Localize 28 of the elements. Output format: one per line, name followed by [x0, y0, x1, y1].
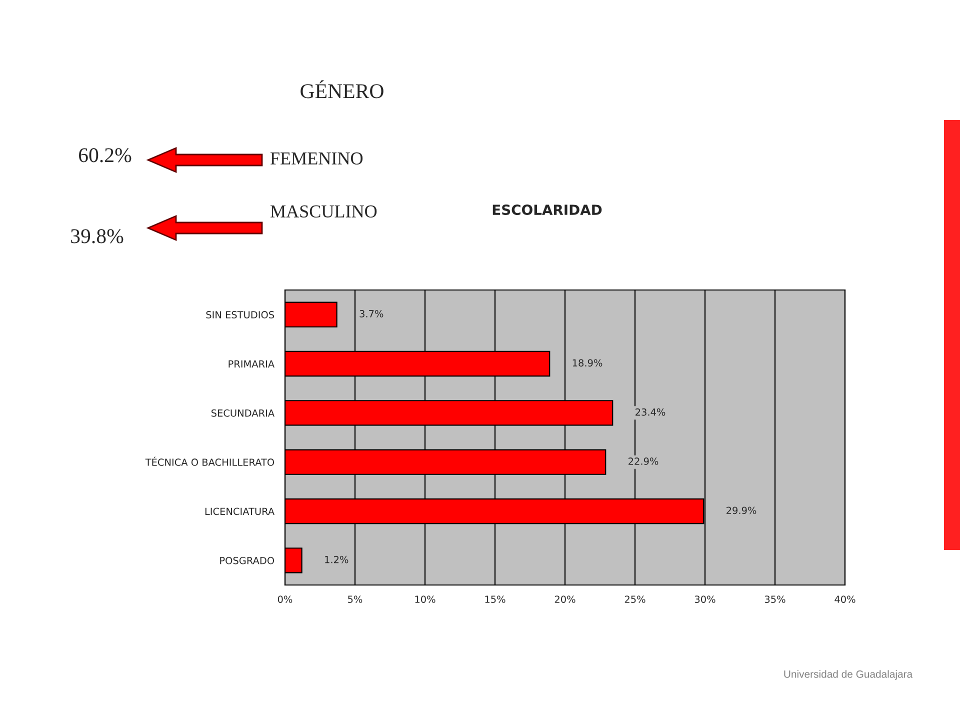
y-tick-label: SECUNDARIA — [211, 409, 274, 417]
y-tick-label: POSGRADO — [220, 556, 274, 564]
category-label: MASCULINO — [270, 205, 377, 218]
x-tick-label: 20% — [554, 596, 576, 603]
chart-title: ESCOLARIDAD — [492, 204, 602, 216]
y-tick-label: TÉCNICA O BACHILLERATO — [145, 456, 274, 466]
x-tick-label: 5% — [348, 596, 362, 603]
data-label: 18.9% — [572, 359, 602, 367]
data-label: 23.4% — [636, 408, 666, 416]
y-tick-label: LICENCIATURA — [205, 508, 274, 516]
x-tick-label: 25% — [624, 596, 646, 603]
data-label: 60.2% — [78, 148, 132, 162]
x-tick-label: 10% — [415, 596, 436, 603]
x-tick-label: 0% — [278, 596, 292, 603]
data-label: 39.8% — [71, 229, 124, 244]
y-tick-label: PRIMARIA — [228, 360, 274, 368]
data-label: 1.2% — [325, 556, 348, 564]
category-label: FEMENINO — [270, 152, 363, 165]
text: Universidad de Guadalajara — [784, 670, 913, 680]
x-tick-label: 15% — [485, 596, 506, 603]
x-tick-label: 30% — [694, 596, 716, 603]
data-label: 22.9% — [628, 458, 658, 465]
y-tick-label: SIN ESTUDIOS — [206, 311, 274, 318]
x-tick-label: 35% — [764, 596, 786, 603]
text: GÉNERO — [300, 80, 384, 98]
data-label: 29.9% — [726, 506, 756, 514]
x-tick-label: 40% — [834, 596, 856, 603]
data-label: 3.7% — [360, 310, 384, 318]
